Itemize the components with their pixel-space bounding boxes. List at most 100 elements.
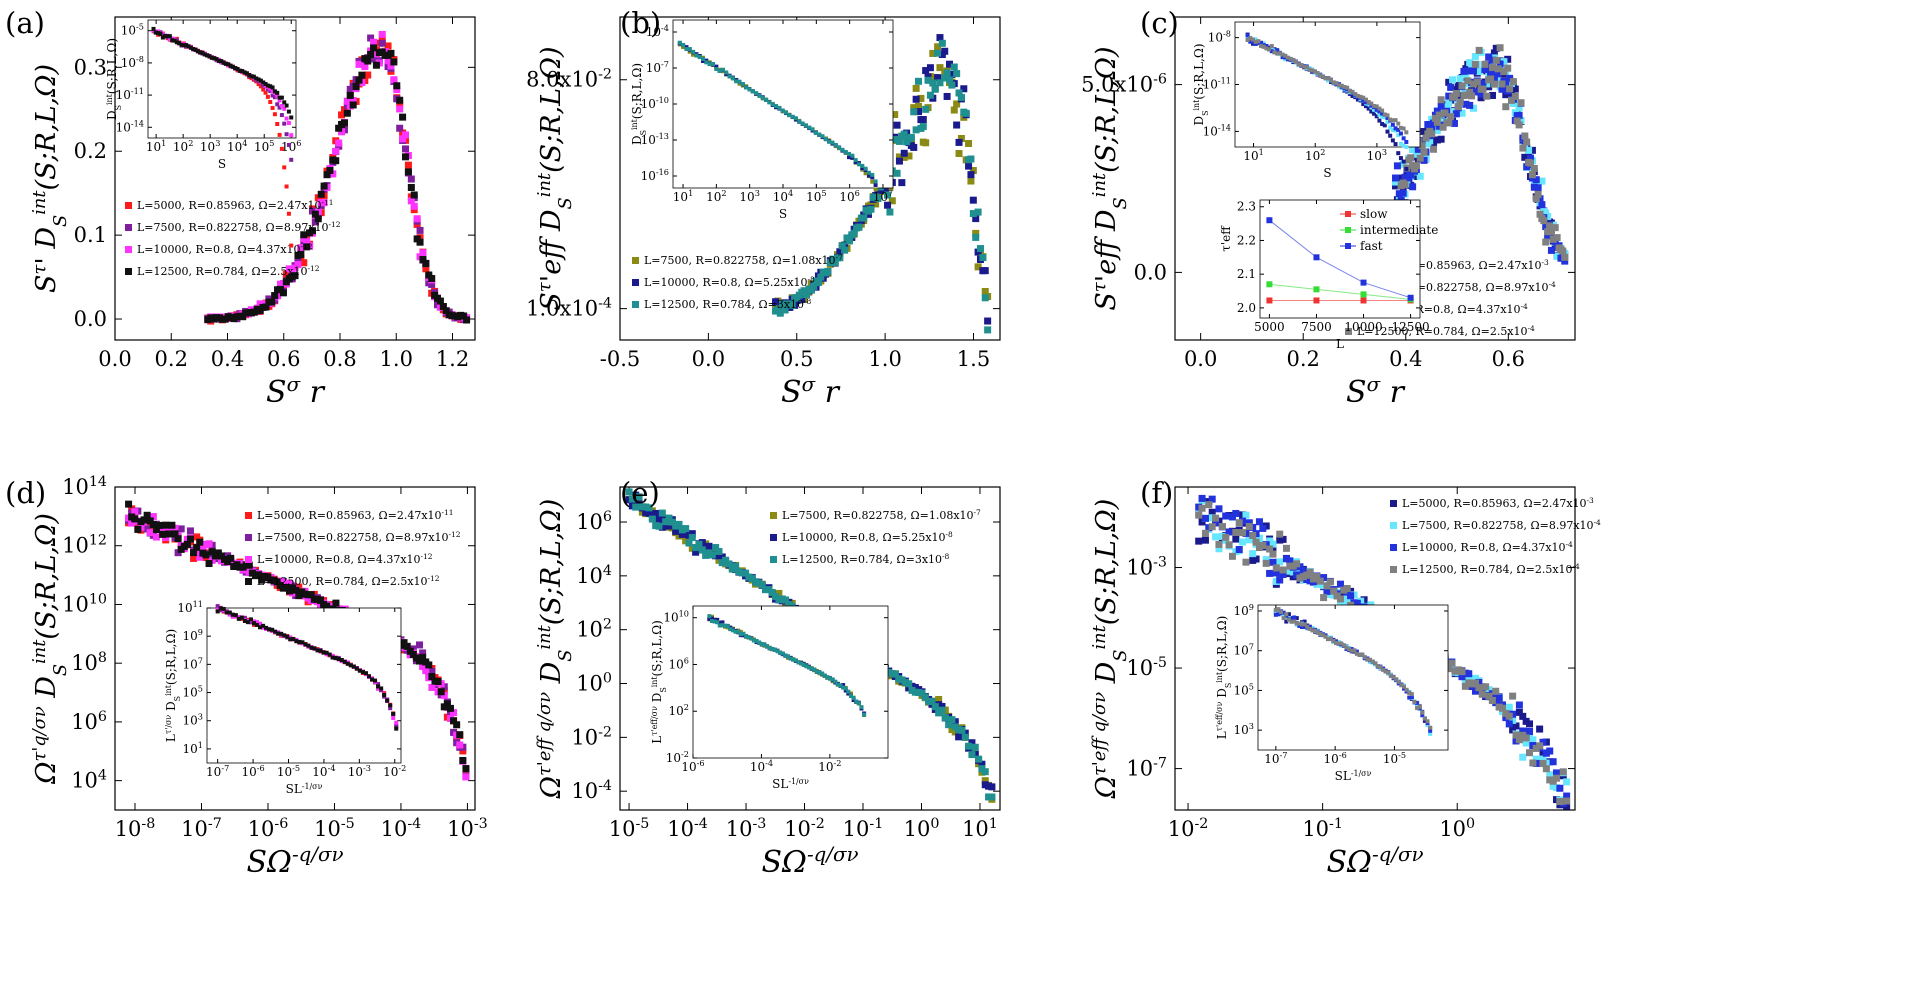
- panel-c-point: [1450, 119, 1458, 127]
- panel-f-inset-xtick-label-base: 10: [1264, 752, 1279, 766]
- panel-e-point: [712, 544, 720, 552]
- panel-a-inset-point: [237, 68, 242, 73]
- panel-a-inset-point: [156, 31, 161, 36]
- panel-f-point: [1232, 535, 1240, 543]
- panel-e-inset-point: [830, 677, 835, 682]
- panel-c-ylabel: Sτ'eff DSint(S;R,L,Ω): [1089, 46, 1131, 310]
- panel-e-inset-ylabel-part: L: [650, 736, 664, 744]
- panel-d-legend-entry-prefix: L=5000, R=0.85963, Ω=2.47x: [257, 509, 428, 522]
- panel-d-inset-point: [339, 657, 344, 662]
- panel-a-inset-point: [170, 38, 175, 43]
- panel-d-ytick-label: 106: [71, 709, 107, 734]
- panel-a-inset-point: [193, 47, 198, 52]
- panel-b-point: [779, 300, 787, 308]
- panel-f-inset-point: [1276, 607, 1281, 612]
- panel-a-inset-point: [265, 87, 270, 92]
- panel-b-ytick-label: 1.0x10-4: [526, 296, 612, 321]
- panel-a-point: [410, 202, 418, 210]
- panel-a-inset: 101 102 103 104 105 10610-510-810-1110-14SDSi…: [105, 19, 301, 248]
- panel-c-point: [1527, 154, 1535, 162]
- panel-a-inset-point: [214, 57, 219, 62]
- panel-f-legend-entry-base: 10: [1580, 519, 1594, 532]
- panel-c-inset-ytick-label-base: 10: [1203, 78, 1218, 92]
- panel-c: 0.0 0.2 0.4 0.60.05.0x10-6(c)Sσ rSτ'eff DSi…: [1081, 6, 1576, 410]
- panel-b-inset-point: [780, 108, 785, 113]
- panel-b-inset-xlabel: S: [779, 207, 787, 221]
- panel-c-point: [1494, 70, 1502, 78]
- panel-c-point: [1435, 122, 1443, 130]
- panel-a-inset-point: [195, 49, 200, 54]
- panel-e-xtick-label-base: 10: [726, 817, 753, 841]
- panel-c-inset-point: [1302, 64, 1307, 69]
- panel-a-inset-ylabel-part: S: [114, 105, 123, 110]
- panel-d-point: [140, 516, 148, 524]
- panel-a-point: [303, 237, 311, 245]
- panel-f-point: [1279, 570, 1287, 578]
- panel-d-inset-ytick-label: 105: [183, 684, 203, 700]
- panel-d-inset-point: [245, 620, 250, 625]
- panel-d-inset-point: [348, 663, 353, 668]
- panel-f-inset-point: [1417, 704, 1422, 709]
- panel-b-point: [893, 169, 901, 177]
- panel-d-inset-xlabel-part: -1/σν: [302, 782, 323, 791]
- panel-d-inset-point: [276, 631, 281, 636]
- panel-c-point: [1456, 75, 1464, 83]
- panel-e-point: [688, 530, 696, 538]
- panel-a-inset-point: [275, 90, 280, 95]
- panel-c-inset2-point: [1360, 291, 1367, 298]
- panel-f-point: [1245, 536, 1253, 544]
- panel-d-inset-xtick-label-exp: -6: [257, 763, 265, 773]
- panel-c-point: [1544, 213, 1552, 221]
- panel-a-inset-xtick-label-base: 10: [227, 140, 242, 154]
- panel-d-point: [453, 721, 461, 729]
- panel-c-inset2-point: [1360, 297, 1367, 304]
- panel-c-point: [1471, 88, 1479, 96]
- panel-e-inset-ytick-label-exp: -2: [681, 749, 689, 759]
- panel-d-point: [462, 773, 470, 781]
- panel-f-point: [1201, 514, 1209, 522]
- panel-a-point: [326, 166, 334, 174]
- panel-a-inset-point: [270, 93, 275, 98]
- panel-f-point: [1242, 558, 1250, 566]
- panel-f-inset-point: [1370, 659, 1375, 664]
- panel-b-point: [953, 100, 961, 108]
- panel-d-point: [171, 530, 179, 538]
- panel-a-inset-point: [279, 113, 284, 118]
- panel-b-point: [969, 196, 977, 204]
- panel-e-ytick-label-base: 10: [571, 725, 598, 749]
- panel-d-inset-point: [227, 612, 232, 617]
- panel-a-inset-point: [167, 34, 172, 39]
- panel-c-point: [1466, 59, 1474, 67]
- panel-a-inset-point: [179, 42, 184, 47]
- panel-c-point: [1433, 127, 1441, 135]
- panel-c-inset-point: [1382, 115, 1387, 120]
- panel-c-point: [1490, 80, 1498, 88]
- panel-f-inset-xtick-label-exp: -6: [1339, 750, 1347, 760]
- panel-d-inset-point: [224, 610, 229, 615]
- panel-a-inset-point: [279, 95, 284, 100]
- panel-c-point: [1513, 117, 1521, 125]
- panel-f-inset-ylabel-part: (S;R,L,Ω): [1215, 616, 1229, 672]
- panel-a-inset-point: [286, 109, 291, 114]
- panel-a-legend-entry: L=7500, R=0.822758, Ω=8.97x10-12: [137, 220, 341, 235]
- panel-d-point: [316, 596, 324, 604]
- panel-f-inset-point: [1276, 612, 1281, 617]
- panel-b-ylabel: Sτ'eff DSint(S;R,L,Ω): [534, 46, 576, 310]
- panel-d-inset-xtick-label-exp: -4: [328, 763, 336, 773]
- panel-e-inset-xtick-label: 10-4: [750, 758, 773, 774]
- panel-b-inset-point: [817, 132, 822, 137]
- panel-e-point: [931, 703, 939, 711]
- panel-b-point: [831, 259, 839, 267]
- panel-a-point: [428, 275, 436, 283]
- panel-a-ylabel-part: τ: [29, 264, 50, 275]
- panel-a-legend-entry-exp: -12: [301, 242, 313, 251]
- panel-b-point: [934, 43, 942, 51]
- panel-c-inset-ytick-label-exp: -14: [1218, 122, 1231, 132]
- panel-c-point: [1445, 99, 1453, 107]
- panel-c-inset2-ylabel: τ'eff: [1219, 225, 1233, 252]
- panel-a-point: [291, 272, 299, 280]
- panel-e-inset-ylabel-part: S: [659, 687, 668, 692]
- panel-d-inset-ytick-label: 103: [183, 712, 203, 728]
- panel-f-ylabel-part: (S;R,L,Ω): [1091, 499, 1122, 625]
- panel-c-point: [1542, 238, 1550, 246]
